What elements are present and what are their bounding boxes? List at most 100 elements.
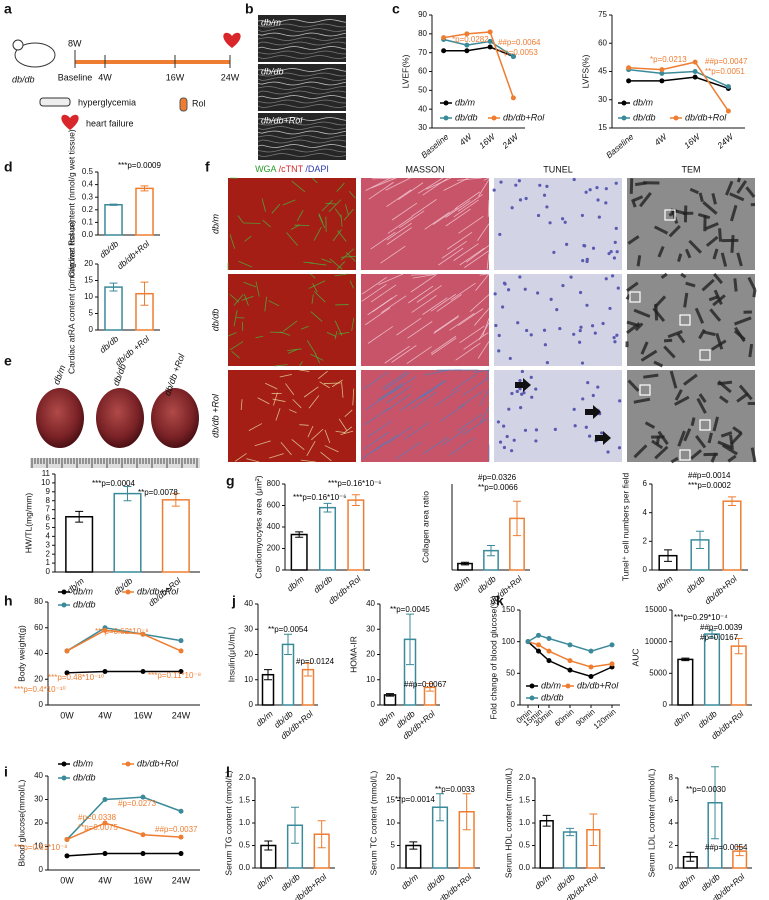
y-tick-label: 30 — [34, 795, 43, 804]
nucleus — [582, 243, 586, 248]
point — [567, 642, 573, 648]
nucleus — [615, 333, 619, 337]
texture — [391, 345, 417, 363]
nucleus — [558, 326, 562, 331]
texture — [370, 284, 397, 303]
texture — [690, 449, 703, 460]
y-tick-label: 20 — [366, 650, 375, 659]
arrow — [585, 405, 601, 419]
texture — [303, 386, 319, 398]
texture — [474, 308, 490, 326]
texture — [367, 297, 393, 316]
y-tick-label: 5 — [89, 309, 94, 318]
annotation: ##p=0.0067 — [404, 680, 447, 689]
series-line — [66, 626, 182, 652]
texture — [271, 203, 281, 214]
x-tick-label: db/db — [312, 573, 335, 595]
error-bar — [566, 827, 574, 837]
point — [464, 31, 470, 37]
texture — [683, 373, 698, 386]
nucleus — [596, 385, 600, 389]
error-bar — [436, 793, 444, 822]
bar — [135, 187, 154, 236]
y-tick-label: 75 — [598, 10, 607, 19]
texture — [463, 332, 489, 350]
texture — [445, 208, 471, 227]
micrograph — [627, 178, 755, 270]
texture — [712, 294, 726, 307]
point — [588, 674, 594, 679]
annotation: ##p=0.0037 — [155, 825, 198, 834]
y-tick-label: 60 — [418, 67, 427, 76]
legend-label: db/m — [73, 586, 94, 596]
nucleus — [565, 242, 569, 247]
texture — [310, 311, 323, 322]
texture — [430, 335, 457, 354]
nucleus — [585, 303, 589, 307]
nucleus — [588, 188, 592, 192]
point — [102, 797, 108, 802]
y-axis-label: Cardiac atRA content (pmol/g wet tissue) — [66, 220, 76, 374]
annotation: **p=0.0030 — [686, 785, 726, 794]
texture — [747, 276, 757, 291]
texture — [370, 231, 396, 250]
annotation: ##p=0.0064 — [498, 38, 541, 47]
column-header: TUNEL — [543, 164, 573, 174]
echo-trace — [257, 130, 347, 135]
age-label: 8W — [68, 38, 82, 48]
texture — [299, 361, 303, 367]
texture — [237, 215, 244, 223]
texture — [368, 181, 394, 200]
panel-label: a — [4, 1, 12, 17]
texture — [248, 423, 263, 431]
point — [178, 808, 184, 814]
texture — [439, 404, 466, 422]
nucleus — [614, 181, 618, 185]
texture — [445, 200, 471, 218]
texture — [730, 235, 735, 253]
texture — [479, 273, 490, 276]
texture — [690, 417, 696, 427]
panel-label: c — [392, 1, 400, 17]
echo-trace — [257, 104, 347, 108]
texture — [300, 325, 309, 330]
annotation: ***p=0.11*10⁻⁸ — [148, 671, 201, 680]
texture — [336, 182, 345, 192]
texture — [438, 247, 464, 266]
nucleus — [545, 205, 549, 209]
bar — [347, 499, 365, 571]
error-bar — [351, 494, 360, 506]
arrow — [595, 431, 611, 445]
nucleus — [534, 439, 538, 443]
y-tick-label: 0.2 — [82, 205, 94, 214]
y-tick-label: 5000 — [649, 668, 667, 677]
heart-photo — [36, 388, 84, 448]
y-tick-label: 6 — [46, 514, 51, 523]
point — [102, 669, 108, 675]
point — [536, 632, 541, 638]
x-tick-label: 24W — [172, 875, 191, 885]
point — [64, 853, 70, 859]
point — [441, 35, 447, 41]
error-bar — [304, 662, 312, 677]
texture — [365, 392, 392, 410]
point — [725, 84, 731, 90]
point — [441, 48, 447, 54]
texture — [291, 439, 305, 451]
texture — [384, 345, 410, 364]
y-tick-label: 10 — [386, 818, 395, 827]
texture — [227, 332, 237, 337]
bar — [290, 533, 308, 571]
texture — [441, 428, 468, 446]
y-tick-label: 30 — [418, 123, 427, 132]
stain-name: /DAPI — [303, 164, 329, 174]
y-tick-label: 4 — [643, 508, 648, 517]
nucleus — [516, 321, 520, 325]
texture — [367, 326, 394, 344]
x-tick-label: db/m — [654, 574, 675, 594]
echo-trace — [257, 50, 347, 55]
error-bar — [696, 530, 704, 549]
y-tick-label: 0 — [46, 567, 51, 576]
x-tick-label: db/m — [254, 872, 275, 892]
texture — [383, 372, 409, 391]
